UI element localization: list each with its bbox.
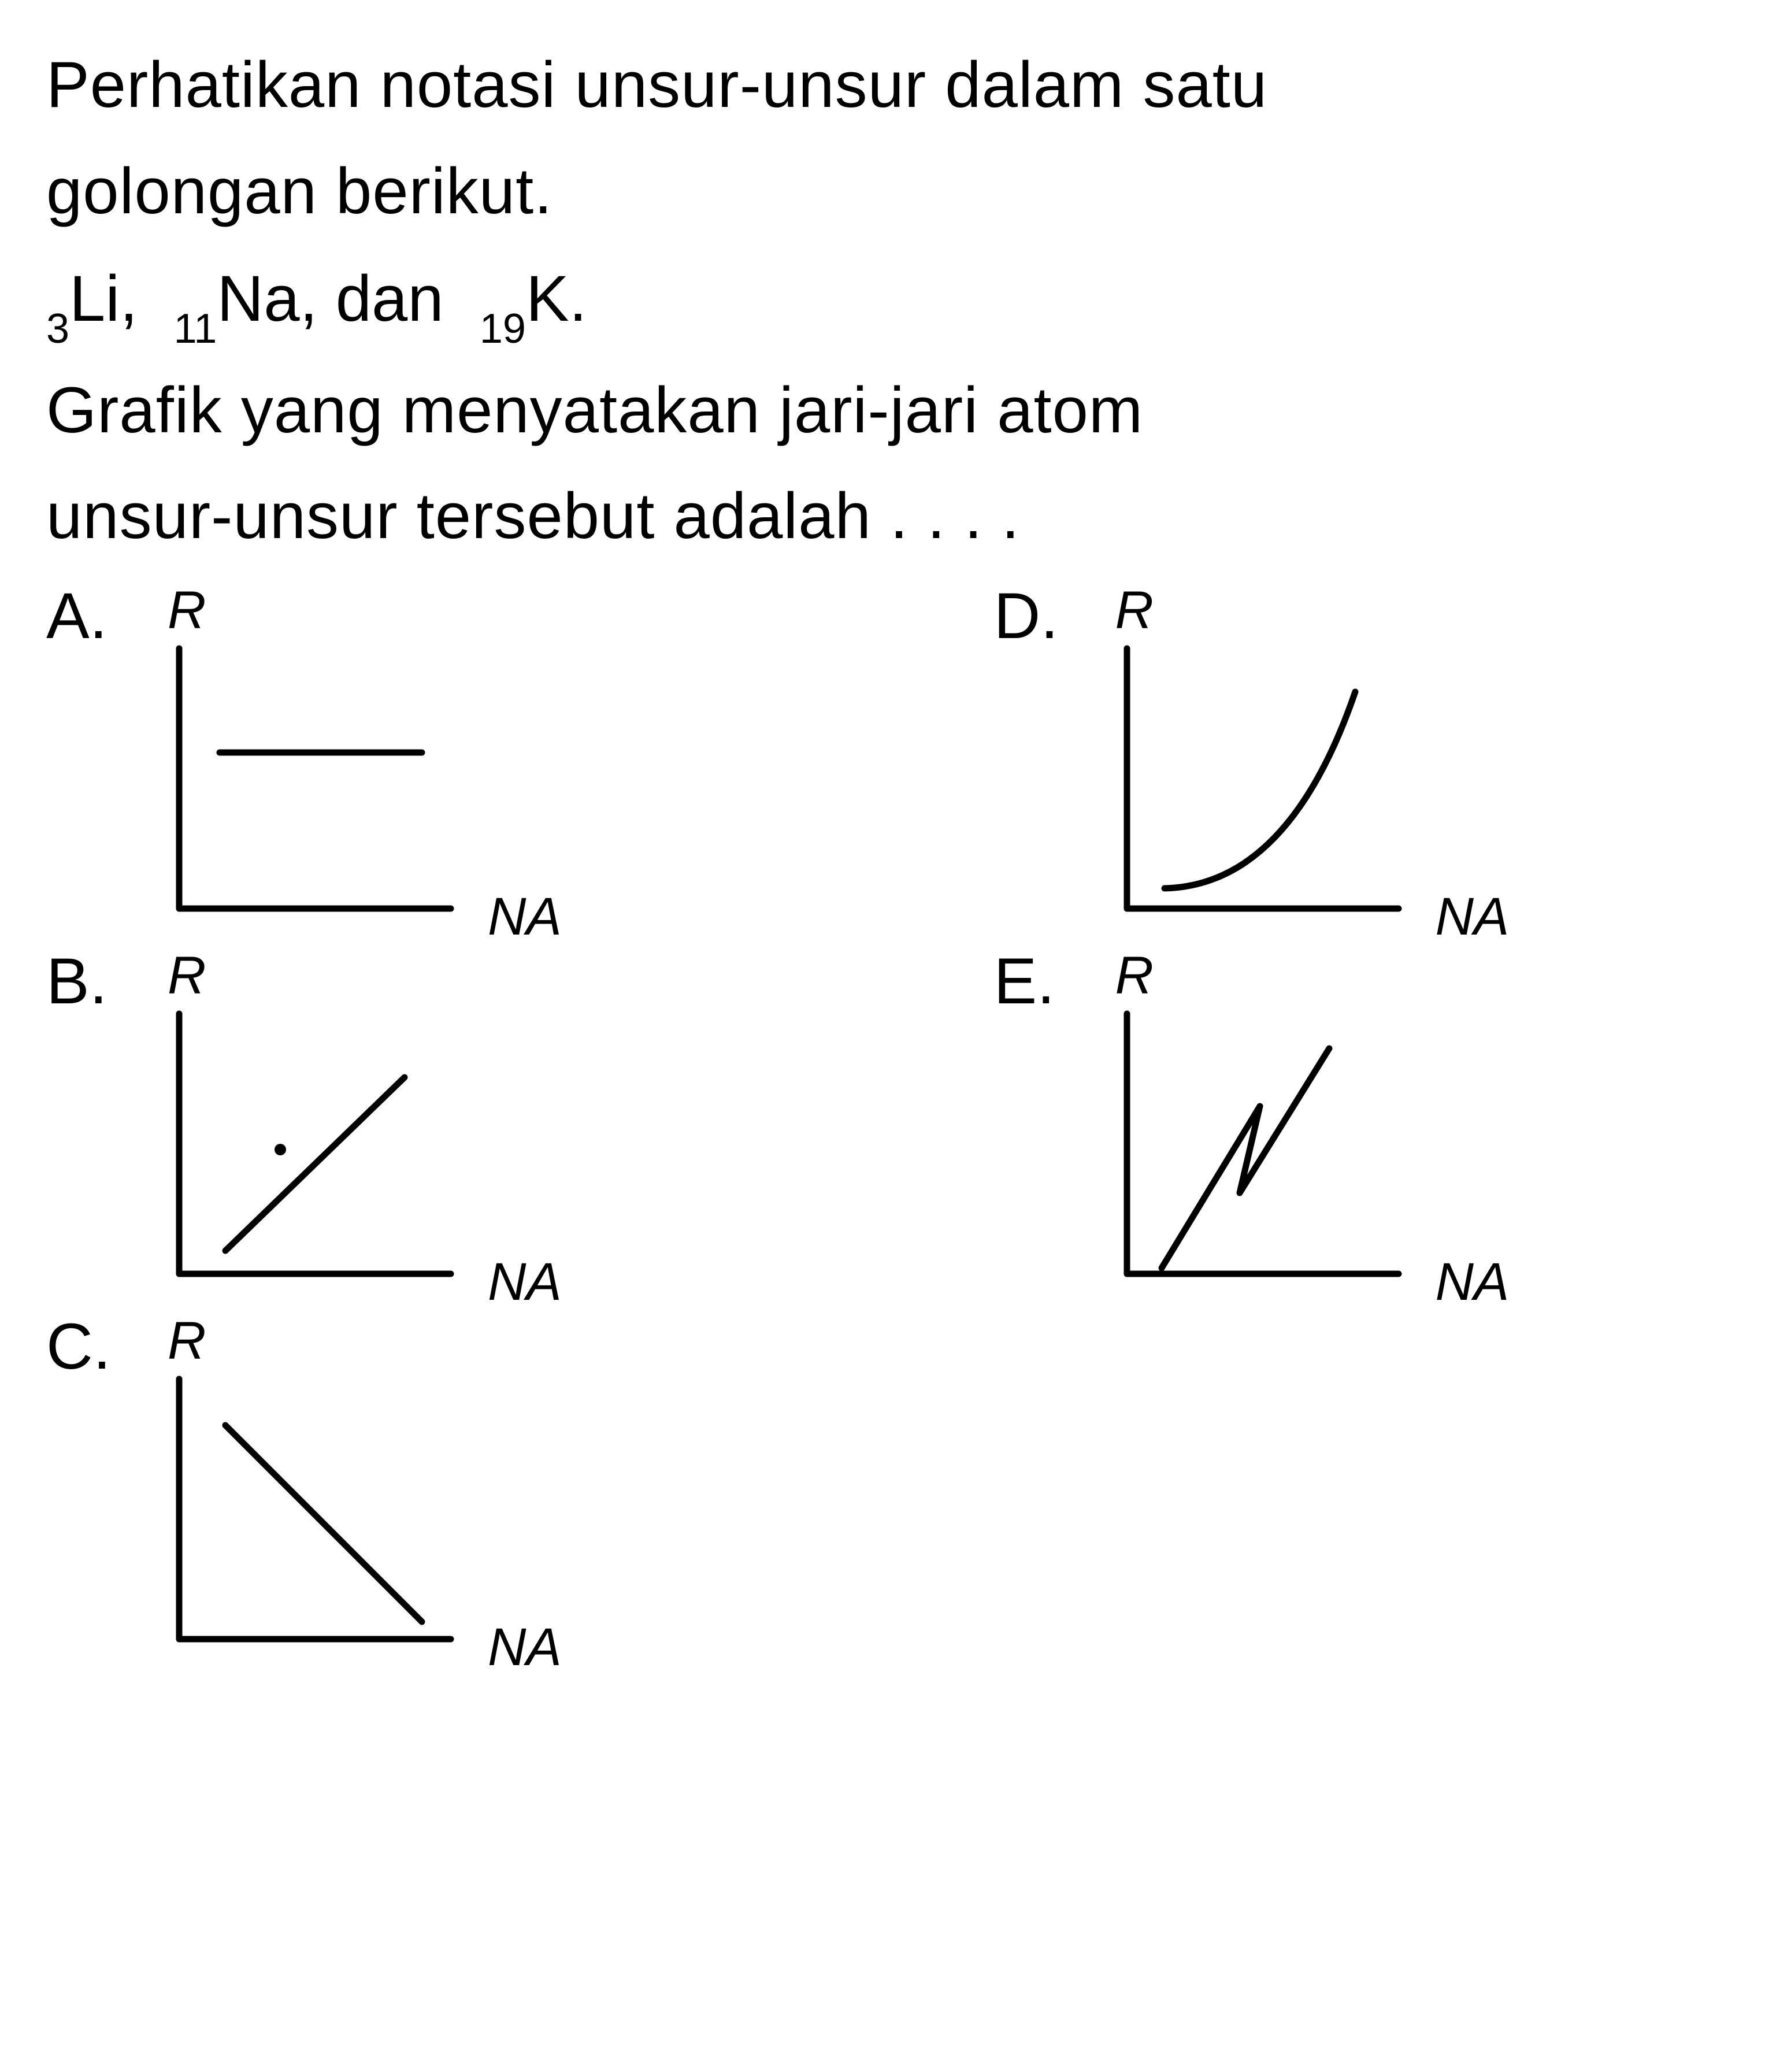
option-letter-d: D. [994,584,1075,648]
axis-x-label-b: NA [488,1255,562,1309]
tail-dot: . [569,262,587,335]
sep-2: , dan [300,262,444,335]
axis-x-label-e: NA [1436,1255,1510,1309]
axis-y-label-e: R [1115,949,1510,1002]
question-line-5: unsur-unsur tersebut adalah . . . . [46,466,1745,566]
options-grid: A. R NA D. R NA B. R NA [46,584,1745,1668]
subscript-k: 19 [480,306,526,352]
empty-cell [994,1314,1745,1668]
symbol-k: K [526,262,569,335]
subscript-na: 11 [174,306,217,352]
symbol-na: Na [217,262,299,335]
question-line-4: Grafik yang menyatakan jari-jari atom [46,360,1745,461]
graph-a [150,637,474,937]
option-letter-e: E. [994,949,1075,1014]
question-line-2: golongan berikut. [46,141,1745,242]
option-e: E. R NA [994,949,1745,1303]
axis-x-label-d: NA [1436,890,1510,943]
option-b: B. R NA [46,949,798,1303]
axis-y-label-b: R [168,949,562,1002]
option-letter-b: B. [46,949,127,1014]
option-letter-a: A. [46,584,127,648]
element-notation-line: 3Li, 11Na, dan 19K. [46,247,1745,354]
option-d: D. R NA [994,584,1745,937]
option-a: A. R NA [46,584,798,937]
graph-e [1098,1002,1422,1303]
axis-x-label-a: NA [488,890,562,943]
subscript-li: 3 [46,306,69,352]
symbol-li: Li [69,262,120,335]
option-letter-c: C. [46,1314,127,1379]
graph-d [1098,637,1422,937]
option-c: C. R NA [46,1314,798,1668]
sep-1: , [120,262,138,335]
question-line-1: Perhatikan notasi unsur-unsur dalam satu [46,35,1745,135]
graph-c [150,1367,474,1668]
axis-y-label-a: R [168,584,562,637]
axis-x-label-c: NA [488,1621,562,1674]
axis-y-label-d: R [1115,584,1510,637]
axis-y-label-c: R [168,1314,562,1367]
graph-b [150,1002,474,1303]
